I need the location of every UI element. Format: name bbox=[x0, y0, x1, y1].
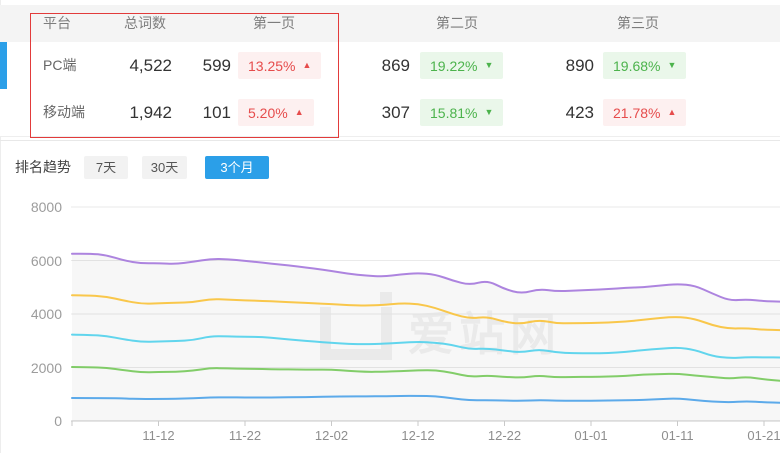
page2-count: 869 bbox=[381, 56, 410, 75]
page1-change-badge: 13.25% bbox=[238, 52, 322, 79]
page1-change-pct: 5.20% bbox=[248, 104, 288, 121]
x-axis-label: 01-11 bbox=[661, 428, 694, 443]
rank-trend-chart: 爱站网 0200040006000800011-1211-2212-0212-1… bbox=[0, 195, 780, 453]
keyword-stats-table: 平台 总词数 第一页 第二页 第三页 PC端 4,522 599 13.25% … bbox=[0, 0, 780, 141]
y-axis-label: 4000 bbox=[30, 306, 62, 322]
y-axis-label: 8000 bbox=[30, 199, 62, 215]
trend-section-label: 排名趋势 bbox=[15, 159, 71, 175]
y-axis-label: 2000 bbox=[30, 359, 62, 376]
table-row-mobile: 移动端 1,942 101 5.20% 307 15.81% 423 21.78… bbox=[0, 89, 780, 137]
platform-label: 移动端 bbox=[43, 104, 85, 120]
total-words-value: 4,522 bbox=[129, 56, 172, 75]
page1-count: 101 bbox=[202, 103, 231, 122]
tab-30-days[interactable]: 30天 bbox=[142, 156, 187, 179]
page1-change-pct: 13.25% bbox=[248, 57, 296, 74]
y-axis-label: 6000 bbox=[30, 252, 62, 269]
page2-change-badge: 15.81% bbox=[420, 99, 504, 126]
active-row-indicator bbox=[0, 42, 7, 89]
page3-count: 423 bbox=[565, 103, 594, 122]
trend-controls: 排名趋势 7天 30天 3个月 bbox=[0, 150, 780, 190]
trend-arrow-icon bbox=[667, 108, 676, 117]
table-header-row: 平台 总词数 第一页 第二页 第三页 bbox=[0, 5, 780, 42]
trend-arrow-icon bbox=[667, 61, 676, 70]
tab-7-days[interactable]: 7天 bbox=[84, 156, 128, 179]
col-header-page2: 第二页 bbox=[436, 15, 478, 31]
page1-change-badge: 5.20% bbox=[238, 99, 314, 126]
total-words-value: 1,942 bbox=[129, 103, 172, 122]
trend-arrow-icon bbox=[484, 61, 493, 70]
col-header-platform: 平台 bbox=[43, 15, 71, 31]
x-axis-label: 11-12 bbox=[142, 428, 175, 443]
page1-count: 599 bbox=[202, 56, 231, 75]
trend-arrow-icon bbox=[302, 61, 311, 70]
platform-label: PC端 bbox=[43, 57, 77, 73]
col-header-page3: 第三页 bbox=[617, 15, 659, 31]
trend-arrow-icon bbox=[295, 108, 304, 117]
trend-arrow-icon bbox=[484, 108, 493, 117]
x-axis-label: 01-01 bbox=[574, 428, 608, 443]
page3-count: 890 bbox=[565, 56, 594, 75]
x-axis-label: 12-22 bbox=[487, 428, 522, 443]
col-header-page1: 第一页 bbox=[253, 15, 295, 31]
page-left-border bbox=[0, 0, 1, 453]
page2-change-pct: 19.22% bbox=[430, 57, 478, 74]
tab-3-months[interactable]: 3个月 bbox=[205, 156, 269, 179]
x-axis-label: 12-02 bbox=[314, 428, 349, 443]
table-row-pc: PC端 4,522 599 13.25% 869 19.22% 890 19.6… bbox=[0, 42, 780, 90]
page2-change-pct: 15.81% bbox=[430, 104, 478, 121]
x-axis-label: 01-21 bbox=[747, 428, 780, 443]
page3-change-pct: 19.68% bbox=[613, 57, 661, 74]
col-header-total: 总词数 bbox=[124, 15, 166, 31]
y-axis-label: 0 bbox=[54, 413, 62, 429]
page2-change-badge: 19.22% bbox=[420, 52, 504, 79]
x-axis-label: 12-12 bbox=[401, 428, 435, 443]
page3-change-badge: 19.68% bbox=[603, 52, 687, 79]
page3-change-badge: 21.78% bbox=[603, 99, 687, 126]
line-plot bbox=[71, 206, 780, 426]
x-axis-label: 11-22 bbox=[228, 428, 262, 443]
page3-change-pct: 21.78% bbox=[613, 104, 661, 121]
section-divider bbox=[0, 140, 780, 141]
page2-count: 307 bbox=[381, 103, 410, 122]
